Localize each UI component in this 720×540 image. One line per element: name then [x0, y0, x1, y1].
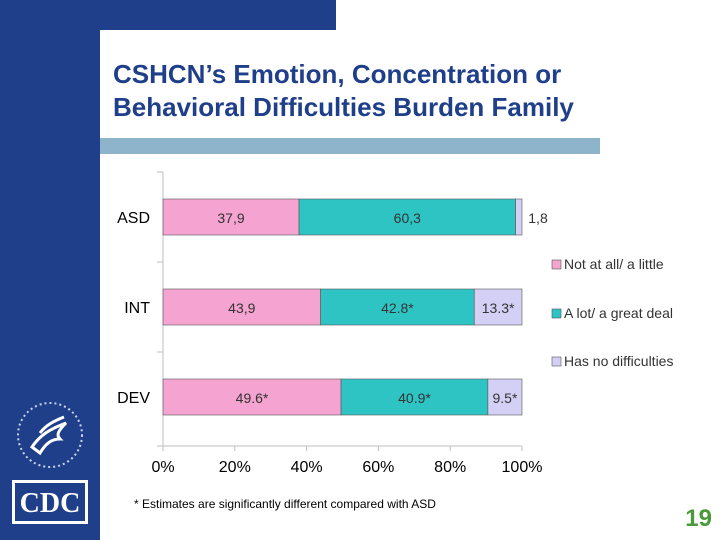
bar-segment — [487, 378, 523, 416]
data-label: 37,9 — [217, 210, 244, 226]
category-label: DEV — [117, 390, 150, 407]
slide-number: 19 — [685, 505, 712, 532]
cdc-logo-text: CDC — [20, 488, 81, 519]
bar-segment — [320, 288, 475, 326]
slide-title: CSHCN’s Emotion, Concentration or Behavi… — [113, 58, 703, 124]
legend-swatch — [551, 356, 562, 367]
x-tick-label: 80% — [434, 459, 466, 476]
top-decorative-band — [100, 0, 336, 30]
legend-label: Has no difficulties — [564, 353, 673, 369]
data-label: 40.9* — [398, 390, 431, 406]
data-label: 49.6* — [236, 390, 269, 406]
slide-title-line-1: CSHCN’s Emotion, Concentration or — [113, 59, 562, 89]
data-label: 42.8* — [381, 300, 414, 316]
x-tick-label: 60% — [362, 459, 394, 476]
chart-footnote: * Estimates are significantly different … — [134, 497, 436, 511]
hhs-seal-icon — [17, 402, 83, 468]
bar-segment — [515, 198, 523, 236]
data-label: 13.3* — [482, 300, 515, 316]
bar-segment — [162, 288, 321, 326]
eagle-icon — [29, 415, 68, 456]
bar-segment — [340, 378, 489, 416]
cdc-logo: CDC — [12, 402, 88, 524]
legend-swatch — [551, 259, 562, 270]
x-tick-label: 0% — [151, 459, 174, 476]
bar-segment — [298, 198, 516, 236]
title-card — [100, 30, 720, 138]
bar-segment — [473, 288, 523, 326]
left-decorative-band — [0, 0, 100, 540]
x-tick-label: 100% — [502, 459, 543, 476]
data-label: 1,8 — [528, 210, 548, 226]
bar-segment — [162, 378, 342, 416]
x-tick-label: 40% — [291, 459, 323, 476]
legend-label: Not at all/ a little — [564, 256, 664, 272]
cdc-logo-box-inner — [15, 483, 85, 521]
legend-label: A lot/ a great deal — [564, 305, 673, 321]
category-label: INT — [124, 300, 150, 317]
data-label: 60,3 — [394, 210, 421, 226]
slide-title-line-2: Behavioral Difficulties Burden Family — [113, 92, 574, 122]
legend-swatch — [551, 308, 562, 319]
bar-segment — [162, 198, 300, 236]
data-label: 43,9 — [228, 300, 255, 316]
title-accent-bar — [100, 138, 600, 154]
x-tick-label: 20% — [219, 459, 251, 476]
category-label: ASD — [117, 210, 150, 227]
data-label: 9.5* — [492, 390, 517, 406]
